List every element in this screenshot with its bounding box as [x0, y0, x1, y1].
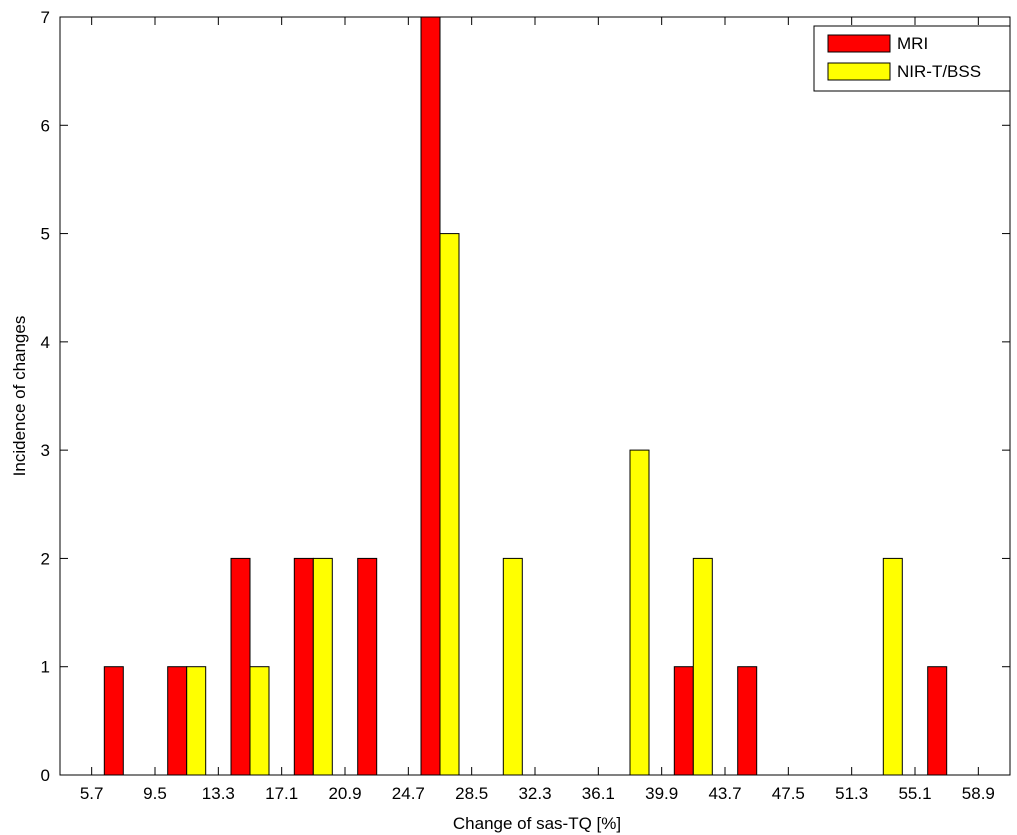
- y-tick-label: 2: [41, 549, 50, 568]
- y-tick-label: 3: [41, 441, 50, 460]
- bar-mri: [167, 666, 188, 776]
- bars-layer: [103, 16, 948, 776]
- bar-nir-t-bss: [249, 666, 270, 776]
- bar-nir-t-bss: [882, 557, 903, 776]
- x-tick-label: 24.7: [392, 784, 425, 803]
- x-tick-label: 5.7: [80, 784, 104, 803]
- y-tick-label: 0: [41, 766, 50, 785]
- y-tick-label: 1: [41, 658, 50, 677]
- y-tick-label: 5: [41, 225, 50, 244]
- bar-mri: [927, 666, 948, 776]
- bar-nir-t-bss: [502, 557, 523, 776]
- bar-nir-t-bss: [186, 666, 207, 776]
- x-tick-label: 43.7: [708, 784, 741, 803]
- legend-swatch-nir-t-bss: [827, 62, 891, 81]
- y-tick-label: 4: [41, 333, 50, 352]
- y-tick-label: 6: [41, 116, 50, 135]
- x-tick-label: 17.1: [265, 784, 298, 803]
- x-tick-label: 32.3: [518, 784, 551, 803]
- legend: MRI NIR-T/BSS: [813, 25, 1011, 92]
- bar-mri: [673, 666, 694, 776]
- plot-frame: [59, 16, 1011, 776]
- axes: [59, 16, 1011, 776]
- legend-label-nir-t-bss: NIR-T/BSS: [897, 62, 981, 81]
- x-tick-label: 55.1: [898, 784, 931, 803]
- bar-mri: [420, 16, 441, 776]
- y-tick-label: 7: [41, 8, 50, 27]
- x-tick-label: 28.5: [455, 784, 488, 803]
- ticks: 0 1 2 3 4 5 6 7 5.7 9.5 13.3 17.1 20.9 24.7 28.5 32.3 36…: [41, 8, 1010, 803]
- y-axis-title: Incidence of changes: [10, 316, 29, 477]
- x-tick-label: 20.9: [328, 784, 361, 803]
- x-axis-title: Change of sas-TQ [%]: [453, 814, 621, 833]
- bar-nir-t-bss: [629, 449, 650, 776]
- bar-mri: [103, 666, 124, 776]
- x-tick-label: 47.5: [772, 784, 805, 803]
- x-tick-label: 13.3: [202, 784, 235, 803]
- x-tick-label: 36.1: [582, 784, 615, 803]
- bar-mri: [357, 557, 378, 776]
- bar-mri: [293, 557, 314, 776]
- bar-mri: [230, 557, 251, 776]
- x-tick-label: 51.3: [835, 784, 868, 803]
- x-tick-label: 9.5: [143, 784, 167, 803]
- bar-nir-t-bss: [692, 557, 713, 776]
- x-tick-label: 58.9: [962, 784, 995, 803]
- bar-nir-t-bss: [439, 233, 460, 776]
- legend-swatch-mri: [827, 34, 891, 53]
- x-tick-label: 39.9: [645, 784, 678, 803]
- bar-mri: [737, 666, 758, 776]
- legend-label-mri: MRI: [897, 34, 928, 53]
- bar-nir-t-bss: [312, 557, 333, 776]
